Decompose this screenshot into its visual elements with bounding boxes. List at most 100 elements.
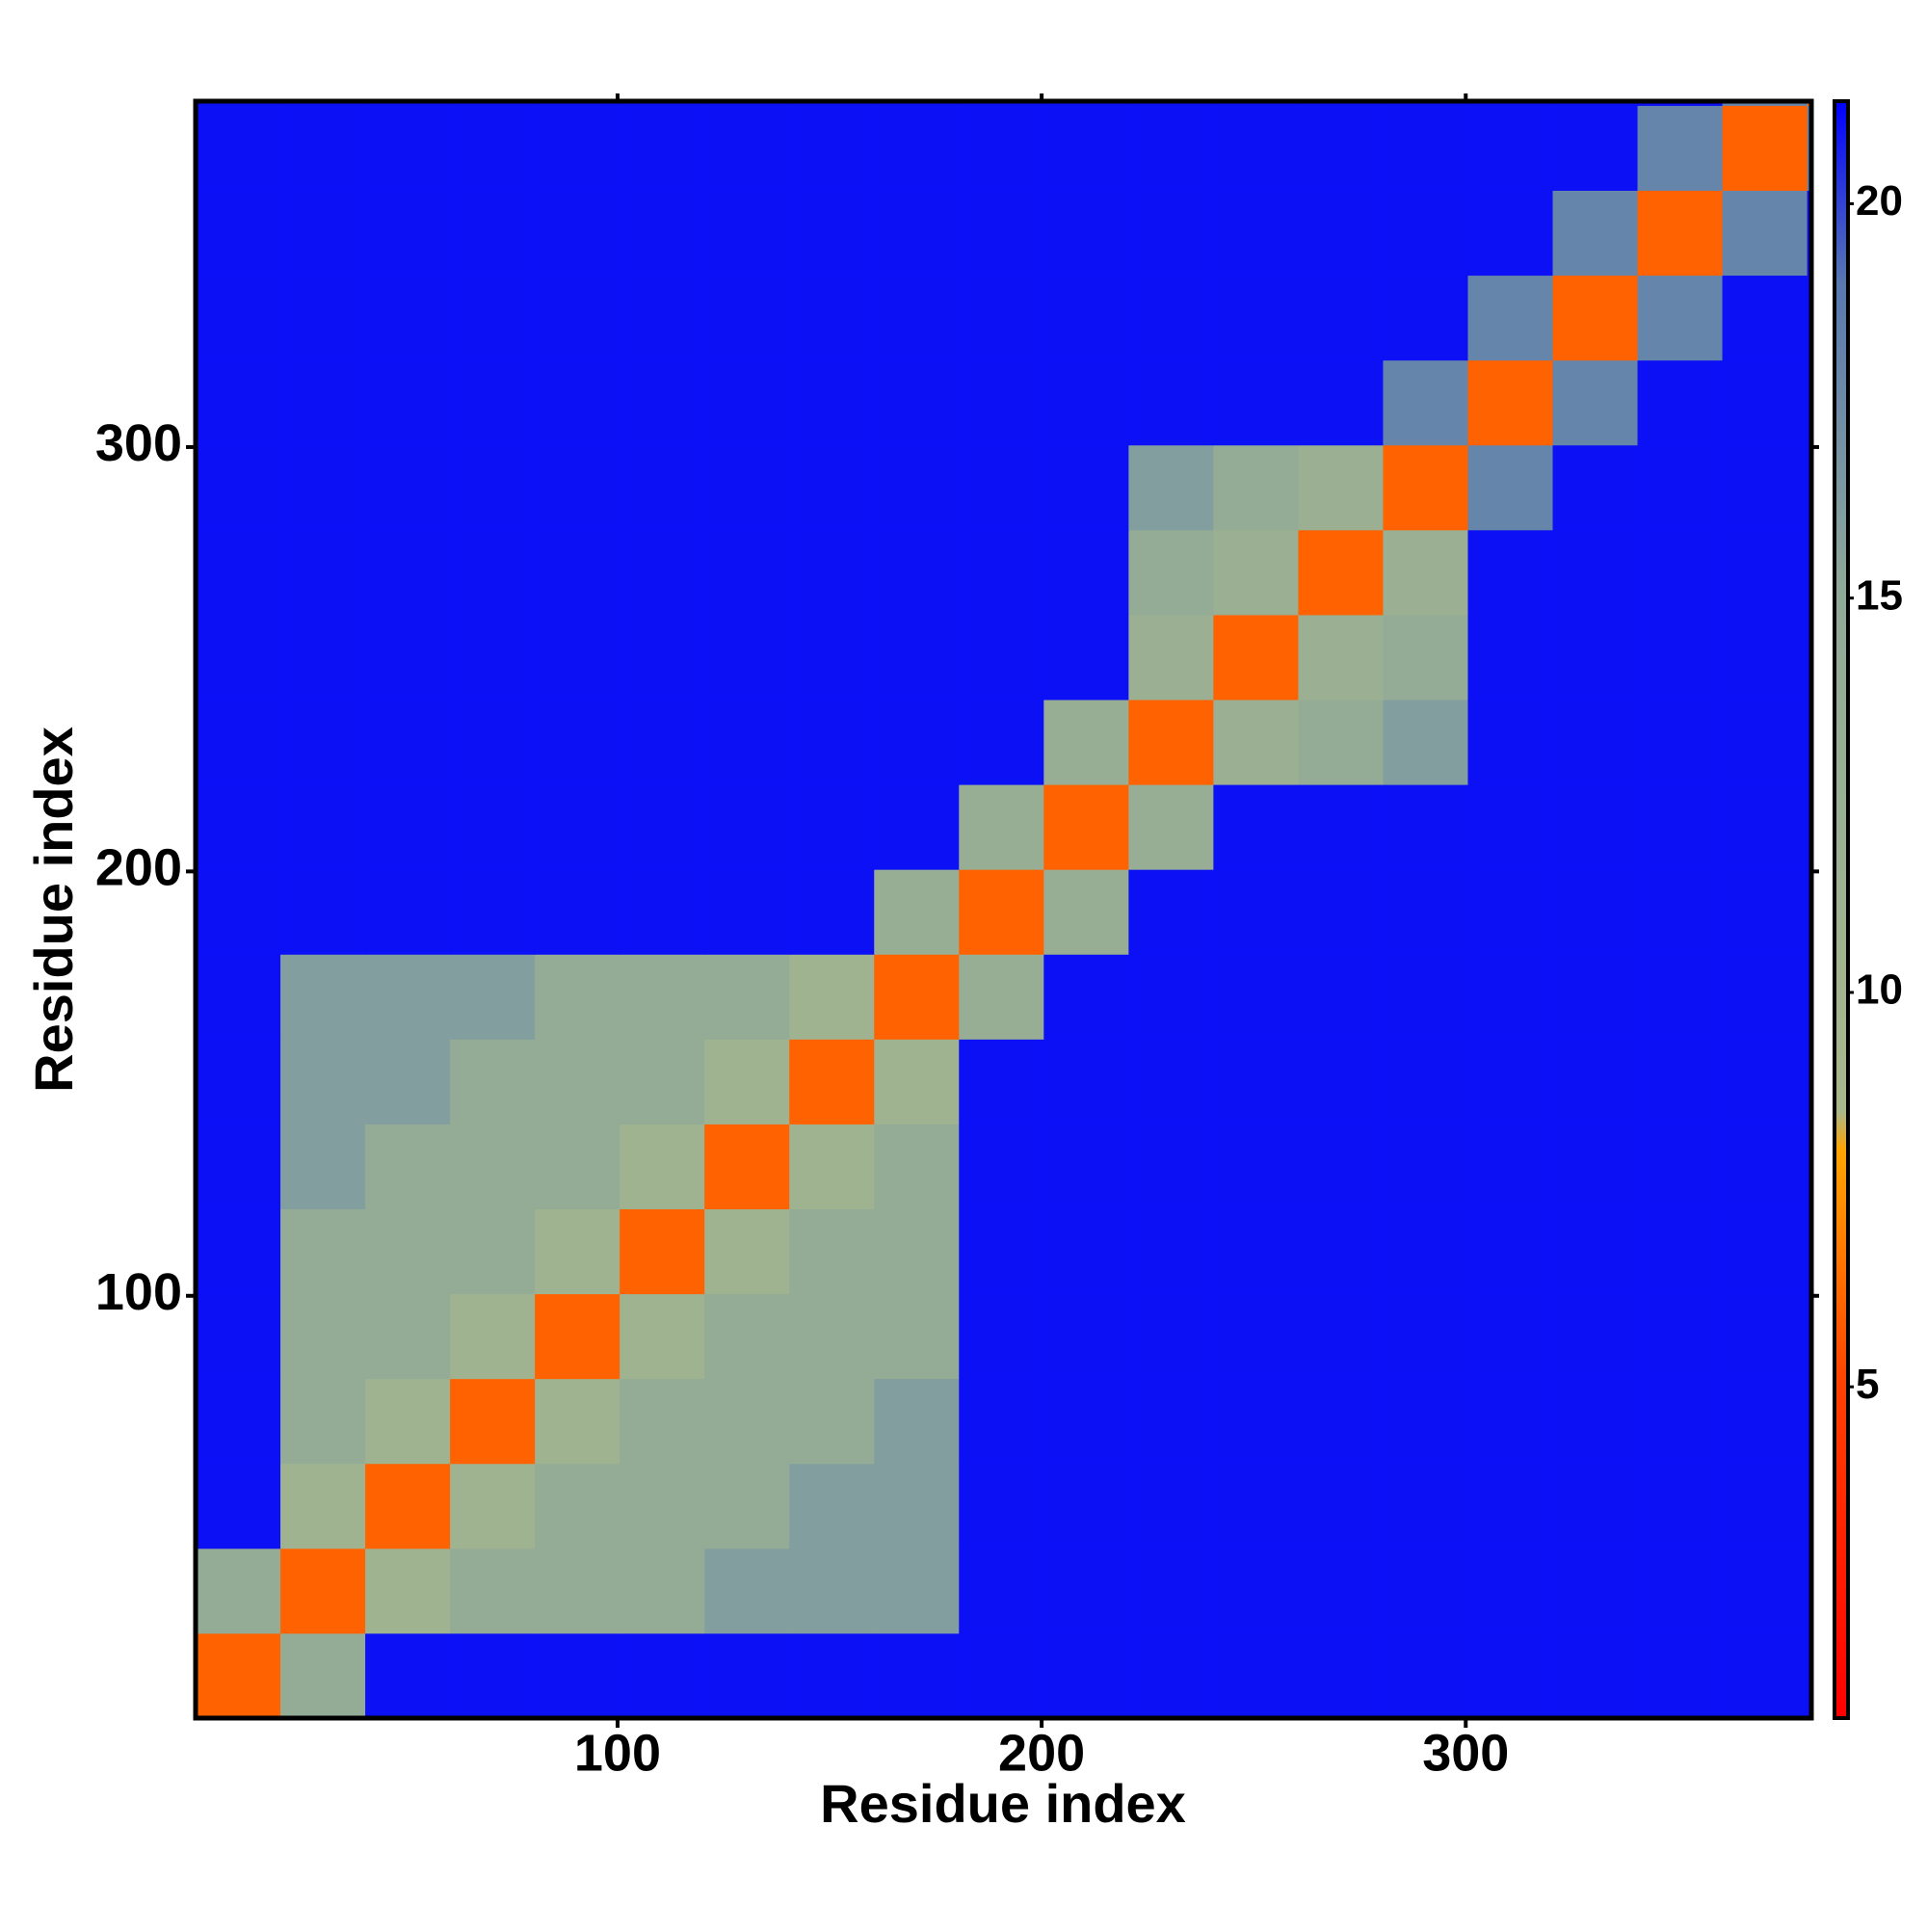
heatmap-cell <box>620 444 705 531</box>
heatmap-cell <box>1467 190 1554 277</box>
heatmap-cell <box>1298 529 1384 616</box>
heatmap-cell <box>789 105 875 191</box>
heatmap-cell <box>1552 105 1639 191</box>
heatmap-cell <box>1128 105 1214 191</box>
heatmap-cell <box>874 1632 960 1719</box>
heatmap-cell <box>1552 784 1639 870</box>
heatmap-cell <box>1128 190 1214 277</box>
heatmap-cell <box>789 699 875 785</box>
heatmap-cell <box>1467 699 1554 785</box>
heatmap-cell <box>196 1124 281 1209</box>
heatmap-cell <box>1128 1208 1214 1295</box>
heatmap-cell <box>874 190 960 277</box>
y-tick-label: 300 <box>95 414 182 472</box>
heatmap-cell <box>365 1548 451 1634</box>
heatmap-cell <box>874 869 960 955</box>
heatmap-cell <box>1043 1632 1129 1719</box>
heatmap-cell <box>365 1463 451 1549</box>
heatmap-cell <box>280 529 366 616</box>
heatmap-cell <box>1552 1124 1639 1209</box>
heatmap-cell <box>789 614 875 701</box>
heatmap-cell <box>450 1293 536 1380</box>
heatmap-cell <box>1722 614 1808 701</box>
heatmap-cell <box>280 1208 366 1295</box>
heatmap-cell <box>1383 614 1468 701</box>
heatmap-cell <box>1213 1463 1299 1549</box>
heatmap-cell <box>1213 190 1299 277</box>
heatmap-cell <box>1722 1293 1808 1380</box>
heatmap-cell <box>1298 190 1384 277</box>
heatmap-cell <box>874 954 960 1040</box>
heatmap-cell <box>535 105 620 191</box>
heatmap-cell <box>1383 1293 1468 1380</box>
heatmap-cell <box>196 190 281 277</box>
heatmap-cell <box>704 1632 790 1719</box>
heatmap-cell <box>1043 784 1129 870</box>
heatmap-cell <box>959 614 1044 701</box>
heatmap-cell <box>1467 529 1554 616</box>
heatmap-cell <box>704 1548 790 1634</box>
heatmap-cell <box>874 1124 960 1209</box>
heatmap-cell <box>1637 1632 1724 1719</box>
heatmap-cell <box>365 1378 451 1465</box>
heatmap-cell <box>959 190 1044 277</box>
heatmap-cell <box>280 190 366 277</box>
heatmap-cell <box>1467 1378 1554 1465</box>
heatmap-cell <box>704 1124 790 1209</box>
heatmap-cell <box>874 1463 960 1549</box>
heatmap-cell <box>1043 614 1129 701</box>
heatmap-cell <box>874 529 960 616</box>
heatmap-cell <box>1552 444 1639 531</box>
colorbar-tick-label: 15 <box>1856 571 1903 619</box>
heatmap-cell <box>1552 1208 1639 1295</box>
heatmap-cell <box>620 614 705 701</box>
heatmap-cell <box>1637 1293 1724 1380</box>
heatmap-cell <box>874 1293 960 1380</box>
heatmap-cell <box>1722 1548 1808 1634</box>
heatmap-cell <box>1298 1208 1384 1295</box>
heatmap-cell <box>1467 275 1554 361</box>
heatmap-cell <box>1383 1463 1468 1549</box>
heatmap-cell <box>196 444 281 531</box>
heatmap-cell <box>704 1293 790 1380</box>
heatmap-cell <box>365 1293 451 1380</box>
heatmap-cell <box>620 784 705 870</box>
heatmap-cell <box>874 1208 960 1295</box>
heatmap-cell <box>704 869 790 955</box>
heatmap-cell <box>365 359 451 446</box>
heatmap-cell <box>535 444 620 531</box>
heatmap-cell <box>1552 1548 1639 1634</box>
heatmap-cell <box>959 1378 1044 1465</box>
heatmap-cell <box>535 359 620 446</box>
heatmap-cell <box>535 1039 620 1125</box>
heatmap-cell <box>280 444 366 531</box>
heatmap-cell <box>1637 275 1724 361</box>
heatmap-cell <box>1043 699 1129 785</box>
heatmap-cell <box>874 1039 960 1125</box>
heatmap-cell <box>620 1124 705 1209</box>
heatmap-cell <box>450 699 536 785</box>
heatmap-cell <box>1637 869 1724 955</box>
heatmap-cell <box>704 529 790 616</box>
heatmap-cell <box>1213 1378 1299 1465</box>
heatmap-cell <box>1043 1039 1129 1125</box>
heatmap-cell <box>1552 614 1639 701</box>
heatmap-cell <box>196 1632 281 1719</box>
heatmap-cell <box>196 699 281 785</box>
heatmap-cell <box>959 1463 1044 1549</box>
heatmap-cell <box>450 1548 536 1634</box>
heatmap-cell <box>1298 1124 1384 1209</box>
heatmap-cell <box>1213 699 1299 785</box>
heatmap-cell <box>365 614 451 701</box>
heatmap-cell <box>365 869 451 955</box>
heatmap-cell <box>1298 614 1384 701</box>
heatmap-cell <box>1467 1463 1554 1549</box>
heatmap-cell <box>959 1548 1044 1634</box>
heatmap-cell <box>196 1378 281 1465</box>
heatmap-cell <box>620 275 705 361</box>
heatmap-cell <box>535 275 620 361</box>
heatmap-cell <box>1467 1208 1554 1295</box>
heatmap-cell <box>789 275 875 361</box>
heatmap-cell <box>1128 275 1214 361</box>
x-tick-label: 300 <box>1422 1724 1509 1782</box>
